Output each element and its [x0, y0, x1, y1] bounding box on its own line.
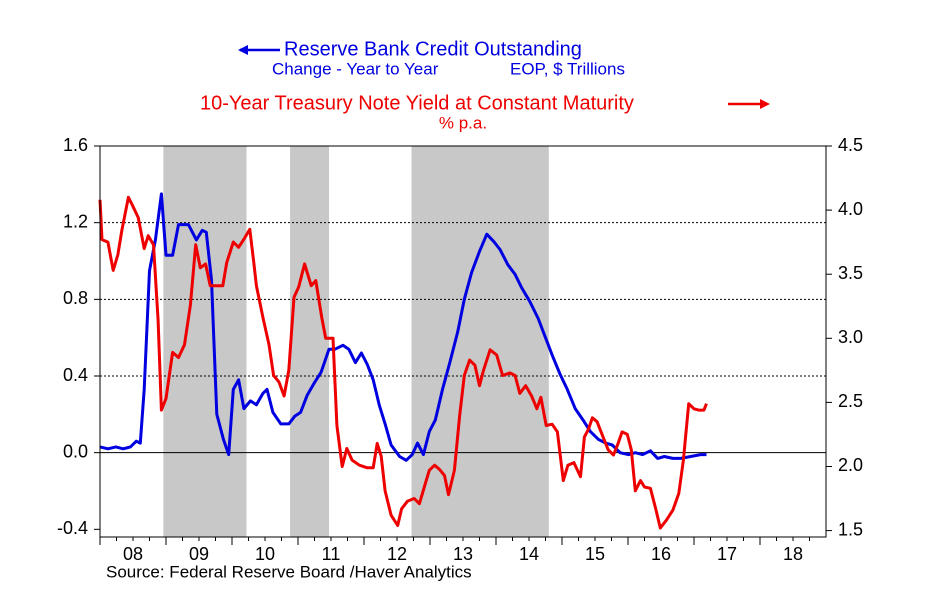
- series-title: Reserve Bank Credit Outstanding: [284, 38, 582, 60]
- source: Source: Federal Reserve Board /Haver Ana…: [106, 562, 472, 581]
- y2-tick-label: 4.0: [838, 199, 863, 219]
- plot-frame: [99, 145, 827, 538]
- series-line: [98, 195, 708, 530]
- x-tick-label: 11: [322, 544, 341, 564]
- y-tick-label: 1.6: [63, 135, 88, 155]
- subtitle: Change - Year to Year: [272, 59, 439, 78]
- shaded-period: [290, 146, 330, 537]
- y-tick-label: -0.4: [57, 518, 88, 538]
- x-tick-label: 14: [519, 544, 539, 564]
- x-tick-label: 13: [453, 544, 473, 564]
- x-tick-label: 12: [387, 544, 407, 564]
- y-tick-label: 1.2: [63, 211, 88, 231]
- x-tick-label: 17: [717, 544, 737, 564]
- legend-arrowhead: [238, 45, 248, 55]
- y2-tick-label: 3.5: [838, 263, 863, 283]
- y2-tick-label: 4.5: [838, 135, 863, 155]
- x-tick-label: 10: [255, 544, 275, 564]
- x-tick-label: 16: [651, 544, 671, 564]
- x-tick-label: 08: [123, 544, 143, 564]
- x-tick-label: 18: [783, 544, 803, 564]
- x-tick-label: 09: [189, 544, 209, 564]
- y2-tick-label: 2.5: [838, 391, 863, 411]
- y2-tick-label: 3.0: [838, 327, 863, 347]
- y2-tick-label: 1.5: [838, 519, 863, 539]
- legend-blue: Reserve Bank Credit Outstanding Change -…: [238, 38, 625, 78]
- legend-arrowhead: [760, 99, 770, 109]
- shaded-period: [411, 146, 549, 537]
- shaded-period: [163, 146, 247, 537]
- series-line: [99, 192, 707, 462]
- y-tick-label: 0.8: [63, 288, 88, 308]
- x-tick-label: 15: [585, 544, 605, 564]
- series-title-2: 10-Year Treasury Note Yield at Constant …: [200, 92, 634, 114]
- units: EOP, $ Trillions: [510, 59, 625, 78]
- legend-red: 10-Year Treasury Note Yield at Constant …: [200, 92, 770, 132]
- y2-tick-label: 2.0: [838, 455, 863, 475]
- units-2: % p.a.: [439, 113, 487, 132]
- y-tick-label: 0.0: [63, 441, 88, 461]
- y-tick-label: 0.4: [63, 365, 88, 385]
